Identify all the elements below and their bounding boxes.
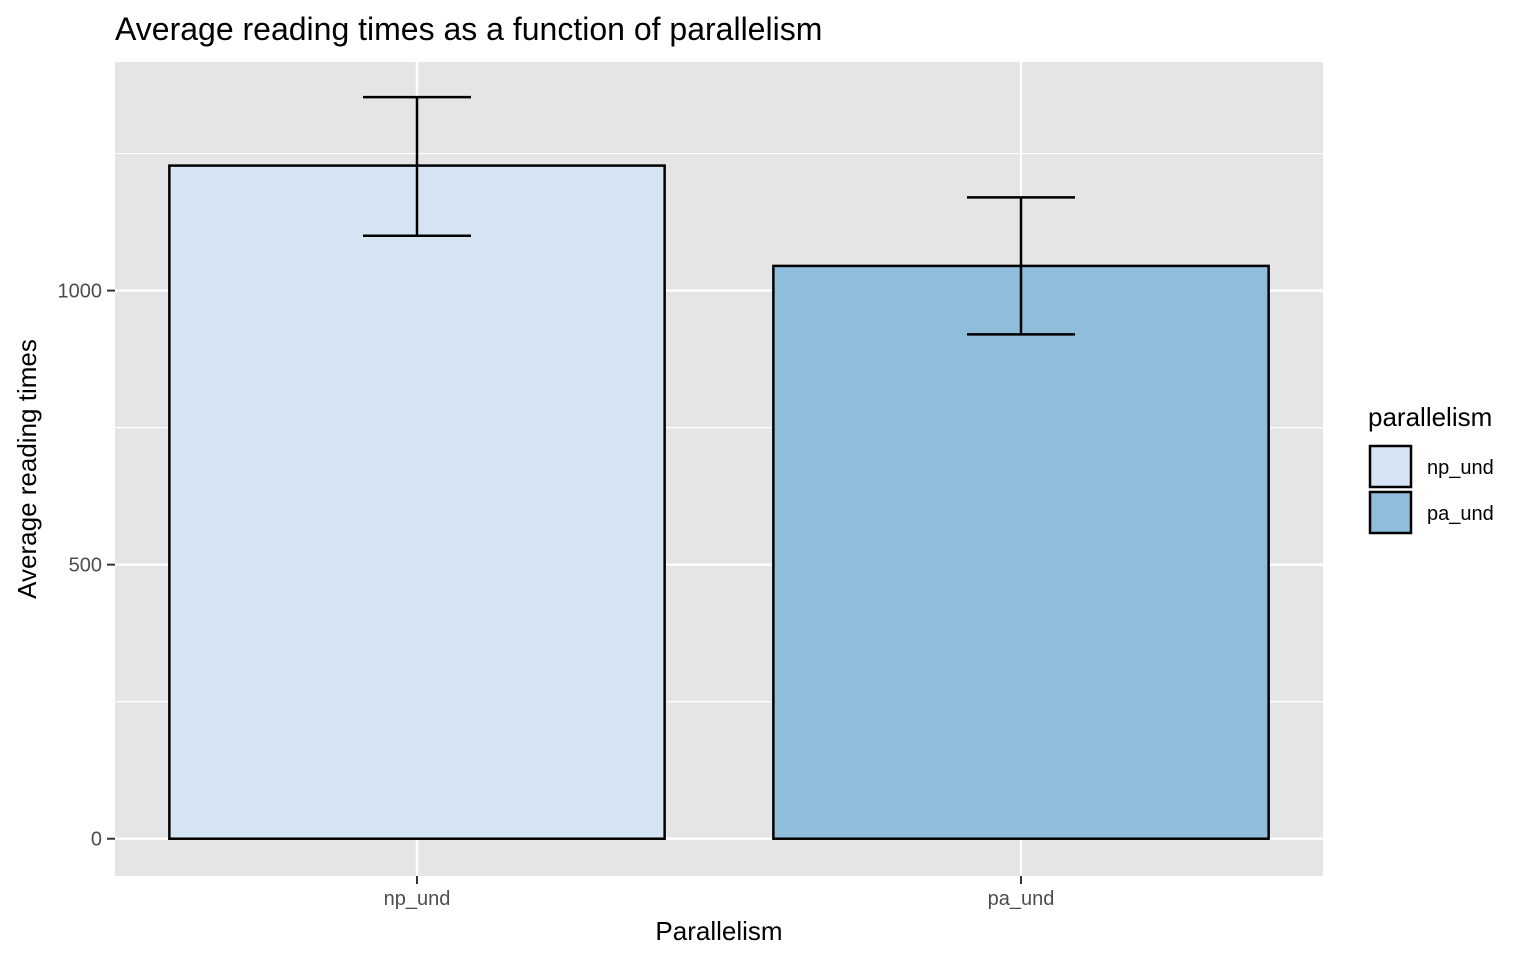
bar-np_und: [168, 164, 666, 840]
legend-label-np_und: np_und: [1427, 457, 1494, 479]
y-tick-label: 0: [91, 829, 102, 851]
legend-title: parallelism: [1368, 402, 1492, 432]
x-axis: np_und pa_und: [384, 876, 1055, 910]
error-bars: [363, 95, 1075, 336]
legend-key-pa_und: [1368, 490, 1413, 535]
x-axis-title: Parallelism: [655, 916, 782, 946]
legend-label-pa_und: pa_und: [1427, 503, 1494, 525]
error-bar-pa_und: [967, 196, 1075, 336]
legend: parallelism np_und pa_und: [1368, 402, 1494, 535]
bars: [168, 164, 1270, 840]
x-tick-label: np_und: [384, 888, 451, 910]
y-tick-label: 500: [69, 555, 102, 577]
x-tick-label: pa_und: [988, 888, 1055, 910]
y-axis: 0 500 1000: [58, 281, 115, 851]
error-bar-np_und: [363, 95, 471, 238]
y-tick-label: 1000: [58, 281, 103, 303]
chart-title: Average reading times as a function of p…: [115, 11, 822, 47]
bar-pa_und: [772, 264, 1270, 840]
y-axis-title: Average reading times: [12, 339, 42, 599]
legend-key-np_und: [1368, 444, 1413, 489]
